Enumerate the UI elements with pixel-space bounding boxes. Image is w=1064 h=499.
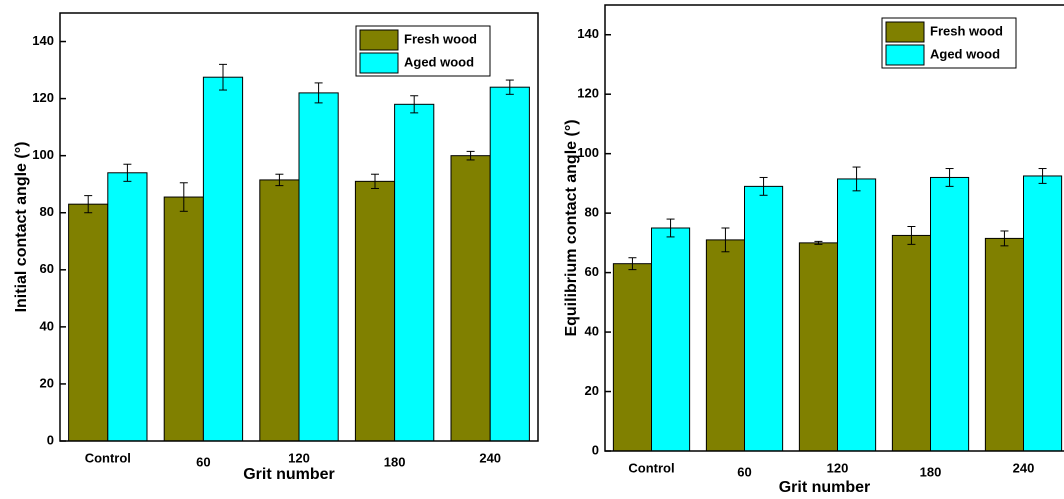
x-tick-label: 120: [288, 450, 310, 465]
y-tick-label: 40: [585, 324, 599, 339]
bar: [107, 172, 148, 442]
bar: [612, 263, 652, 452]
error-bar: [666, 218, 675, 238]
x-tick-label: 60: [737, 464, 751, 479]
bar: [984, 237, 1024, 452]
error-bar: [218, 63, 227, 91]
y-tick-label: 140: [32, 33, 54, 48]
y-tick-label: 120: [32, 90, 54, 105]
y-tick-label: 120: [577, 86, 599, 101]
x-axis-label: Grit number: [243, 466, 335, 483]
bar: [798, 242, 838, 452]
y-tick-label: 80: [585, 205, 599, 220]
error-bar: [814, 240, 823, 245]
bar: [744, 185, 784, 452]
error-bar: [84, 195, 93, 214]
error-bar: [721, 227, 730, 253]
x-tick-label: Control: [85, 450, 131, 465]
y-tick-label: 100: [577, 145, 599, 160]
error-bar: [907, 226, 916, 245]
x-tick-label: 120: [827, 460, 849, 475]
bar: [259, 179, 300, 442]
bar: [202, 76, 244, 442]
legend-label: Aged wood: [930, 46, 1000, 61]
error-bar: [410, 95, 419, 114]
bar: [354, 180, 396, 442]
y-axis-label: Initial contact angle (°): [13, 142, 30, 313]
legend-swatch: [885, 21, 925, 43]
x-tick-label: 180: [920, 464, 942, 479]
legend-label: Fresh wood: [404, 31, 477, 46]
error-bar: [275, 173, 284, 187]
y-tick-label: 60: [585, 264, 599, 279]
error-bar: [1000, 230, 1009, 247]
x-tick-label: 180: [384, 454, 406, 469]
legend-swatch: [359, 29, 399, 51]
legend-label: Aged wood: [404, 54, 474, 69]
error-bar: [505, 79, 514, 95]
error-bar: [179, 182, 188, 212]
error-bar: [466, 150, 475, 161]
bar: [394, 103, 435, 442]
bar: [68, 203, 109, 442]
y-tick-label: 140: [577, 26, 599, 41]
bar: [298, 92, 339, 442]
error-bar: [1038, 168, 1047, 184]
error-bar: [945, 168, 954, 187]
plot-frame: [604, 4, 1064, 452]
x-axis-label: Grit number: [779, 479, 871, 496]
x-tick-label: 240: [479, 450, 501, 465]
bar: [450, 155, 491, 442]
error-bar: [759, 176, 768, 196]
bar: [891, 234, 931, 452]
legend-label: Fresh wood: [930, 23, 1003, 38]
bar: [163, 196, 204, 442]
bar: [705, 239, 745, 452]
plot-frame: [59, 12, 539, 442]
y-tick-label: 100: [32, 147, 54, 162]
x-tick-label: 240: [1013, 460, 1035, 475]
y-tick-label: 40: [40, 318, 54, 333]
bar: [651, 227, 691, 452]
chart: 0 20 40 60 80 100 120 140 Control 60 120 180 240 Grit…: [13, 12, 539, 483]
legend: Fresh wood Aged wood: [355, 25, 491, 77]
error-bar: [314, 82, 323, 104]
y-tick-label: 20: [585, 383, 599, 398]
legend: Fresh wood Aged wood: [881, 17, 1017, 69]
error-bar: [123, 163, 132, 182]
bar: [489, 86, 530, 442]
legend-swatch: [359, 52, 399, 74]
bar: [930, 176, 970, 452]
y-tick-label: 0: [47, 432, 54, 447]
bar: [837, 178, 877, 452]
y-tick-label: 20: [40, 375, 54, 390]
y-tick-label: 0: [592, 442, 599, 457]
x-tick-label: Control: [628, 460, 674, 475]
x-tick-label: 60: [196, 454, 210, 469]
y-axis-label: Equilibrium contact angle (°): [563, 119, 580, 336]
legend-swatch: [885, 44, 925, 66]
error-bar: [371, 173, 380, 189]
error-bar: [852, 166, 861, 192]
chart: 0 20 40 60 80 100 120 140 Control 60 120 180 240 Grit…: [563, 4, 1064, 496]
y-tick-label: 60: [40, 261, 54, 276]
error-bar: [628, 257, 637, 271]
bar: [1023, 175, 1063, 452]
y-tick-label: 80: [40, 204, 54, 219]
